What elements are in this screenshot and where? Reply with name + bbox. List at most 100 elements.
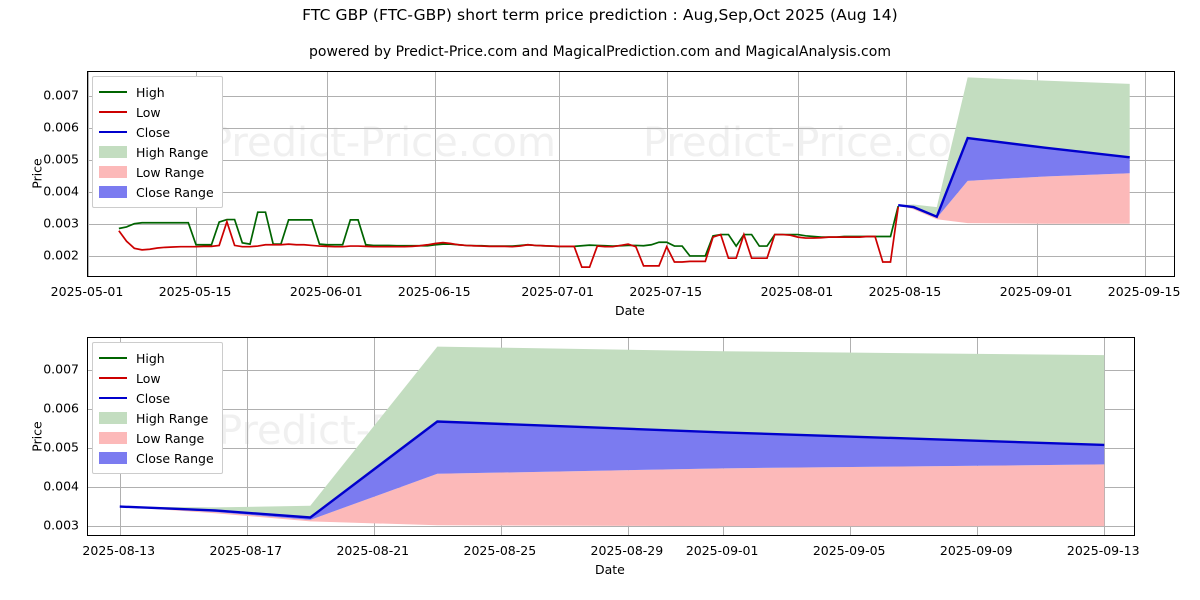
legend-item-low-range[interactable]: Low Range bbox=[99, 162, 214, 182]
legend-swatch-icon bbox=[99, 371, 127, 385]
grid-line-horizontal bbox=[88, 160, 1174, 161]
legend-item-close[interactable]: Close bbox=[99, 122, 214, 142]
grid-line-vertical bbox=[435, 72, 436, 276]
legend-item-low[interactable]: Low bbox=[99, 102, 214, 122]
x-axis-tick-label: 2025-09-09 bbox=[939, 543, 1013, 558]
legend-line-icon bbox=[99, 91, 127, 94]
page-title: FTC GBP (FTC-GBP) short term price predi… bbox=[302, 6, 898, 24]
legend-label: Low bbox=[136, 104, 161, 120]
y-axis-tick-label: 0.006 bbox=[43, 119, 79, 135]
grid-line-horizontal bbox=[88, 224, 1174, 225]
legend-swatch-icon bbox=[99, 411, 127, 425]
legend-line-icon bbox=[99, 377, 127, 380]
legend-label: Low Range bbox=[136, 164, 205, 180]
y-axis-tick bbox=[87, 526, 88, 527]
legend-item-close-range[interactable]: Close Range bbox=[99, 182, 214, 202]
top-data-layer bbox=[118, 77, 1130, 268]
x-axis-tick-label: 2025-08-25 bbox=[463, 543, 537, 558]
legend-swatch-icon bbox=[99, 145, 127, 159]
x-axis-tick-label: 2025-05-15 bbox=[158, 284, 232, 299]
x-axis-tick-label: 2025-07-01 bbox=[521, 284, 595, 299]
legend-label: Close Range bbox=[136, 184, 214, 200]
legend-swatch-icon bbox=[99, 351, 127, 365]
top-low-line bbox=[118, 206, 900, 268]
legend-item-high[interactable]: High bbox=[99, 82, 214, 102]
y-axis-tick-label: 0.006 bbox=[43, 400, 79, 416]
legend-line-icon bbox=[99, 397, 127, 400]
legend-label: High bbox=[136, 350, 165, 366]
grid-line-vertical bbox=[88, 72, 89, 276]
grid-line-vertical bbox=[667, 72, 668, 276]
bottom-close-range-band bbox=[119, 421, 1105, 520]
legend-swatch-icon bbox=[99, 125, 127, 139]
grid-line-horizontal bbox=[88, 256, 1174, 257]
bottom-plot-area: Predict-Price.com bbox=[87, 337, 1135, 536]
legend-item-low-range[interactable]: Low Range bbox=[99, 428, 214, 448]
y-axis-tick-label: 0.004 bbox=[43, 183, 79, 199]
y-axis-tick bbox=[87, 409, 88, 410]
legend-item-high[interactable]: High bbox=[99, 348, 214, 368]
grid-line-vertical bbox=[906, 72, 907, 276]
legend-label: High bbox=[136, 84, 165, 100]
top-low-range-band bbox=[898, 173, 1130, 224]
bottom-y-axis-title: Price bbox=[29, 420, 45, 452]
legend-label: High Range bbox=[136, 144, 209, 160]
legend-swatch-icon bbox=[99, 105, 127, 119]
x-axis-tick-label: 2025-07-15 bbox=[629, 284, 703, 299]
legend-item-close-range[interactable]: Close Range bbox=[99, 448, 214, 468]
bottom-close-line bbox=[119, 420, 1105, 519]
top-close-range-band bbox=[898, 138, 1130, 218]
legend-swatch-icon bbox=[99, 85, 127, 99]
legend-label: Low bbox=[136, 370, 161, 386]
grid-line-horizontal bbox=[88, 192, 1174, 193]
legend-item-high-range[interactable]: High Range bbox=[99, 408, 214, 428]
bottom-low-range-band bbox=[119, 464, 1105, 527]
bottom-x-axis-title: Date bbox=[595, 562, 625, 577]
legend-swatch-icon bbox=[99, 185, 127, 199]
legend-label: Close bbox=[136, 124, 171, 140]
y-axis-tick-label: 0.002 bbox=[43, 247, 79, 263]
y-axis-tick bbox=[87, 448, 88, 449]
grid-line-vertical bbox=[559, 72, 560, 276]
y-axis-tick-label: 0.004 bbox=[43, 478, 79, 494]
grid-line-vertical bbox=[798, 72, 799, 276]
bottom-legend: High Low Close High Range Low Range Close Ran… bbox=[92, 342, 223, 474]
legend-patch-icon bbox=[99, 146, 127, 158]
y-axis-tick-label: 0.007 bbox=[43, 87, 79, 103]
grid-line-horizontal bbox=[88, 96, 1174, 97]
x-axis-tick-label: 2025-09-05 bbox=[812, 543, 886, 558]
legend-patch-icon bbox=[99, 452, 127, 464]
x-axis-tick-label: 2025-08-01 bbox=[760, 284, 834, 299]
legend-patch-icon bbox=[99, 186, 127, 198]
legend-item-low[interactable]: Low bbox=[99, 368, 214, 388]
x-axis-tick-label: 2025-09-01 bbox=[999, 284, 1073, 299]
legend-label: High Range bbox=[136, 410, 209, 426]
x-axis-tick-label: 2025-08-17 bbox=[209, 543, 283, 558]
top-high-range-band bbox=[898, 77, 1130, 217]
top-x-axis-title: Date bbox=[615, 303, 645, 318]
page-subtitle: powered by Predict-Price.com and Magical… bbox=[309, 44, 891, 60]
x-axis-tick-label: 2025-09-01 bbox=[685, 543, 759, 558]
y-axis-tick-label: 0.005 bbox=[43, 151, 79, 167]
legend-item-close[interactable]: Close bbox=[99, 388, 214, 408]
legend-line-icon bbox=[99, 111, 127, 114]
x-axis-tick-label: 2025-06-15 bbox=[397, 284, 471, 299]
legend-swatch-icon bbox=[99, 391, 127, 405]
grid-line-horizontal bbox=[88, 128, 1174, 129]
x-axis-tick-label: 2025-09-13 bbox=[1066, 543, 1140, 558]
legend-label: Close Range bbox=[136, 450, 214, 466]
x-axis-tick-label: 2025-08-29 bbox=[590, 543, 664, 558]
legend-line-icon bbox=[99, 357, 127, 360]
legend-patch-icon bbox=[99, 432, 127, 444]
legend-line-icon bbox=[99, 131, 127, 134]
x-axis-tick-label: 2025-08-13 bbox=[82, 543, 156, 558]
y-axis-tick-label: 0.005 bbox=[43, 439, 79, 455]
legend-item-high-range[interactable]: High Range bbox=[99, 142, 214, 162]
grid-line-vertical bbox=[1104, 338, 1105, 535]
x-axis-tick-label: 2025-08-15 bbox=[868, 284, 942, 299]
legend-patch-icon bbox=[99, 412, 127, 424]
legend-swatch-icon bbox=[99, 165, 127, 179]
y-axis-tick-label: 0.007 bbox=[43, 361, 79, 377]
grid-line-vertical bbox=[247, 338, 248, 535]
